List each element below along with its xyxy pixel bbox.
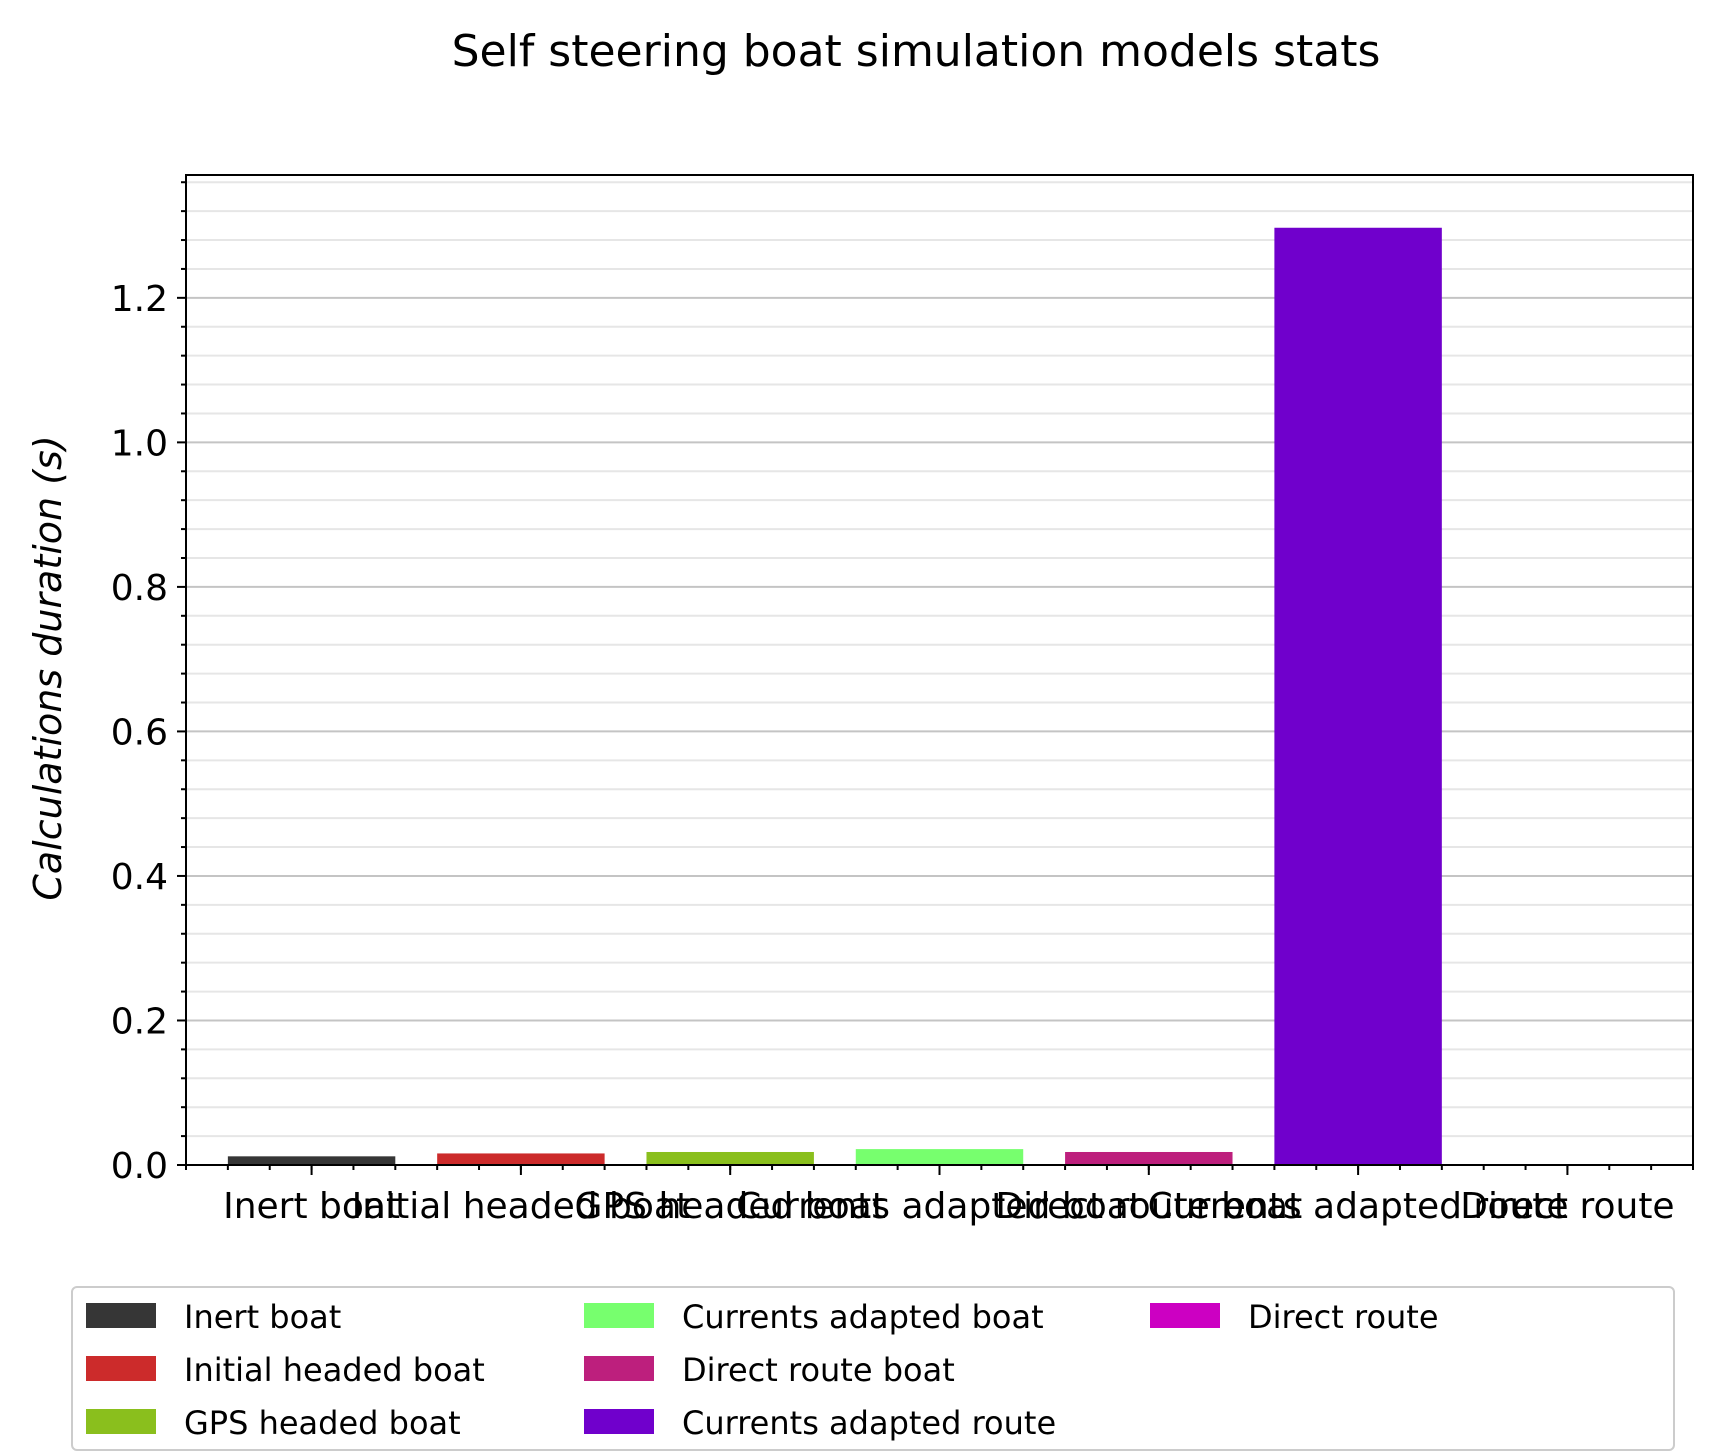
legend-swatch <box>584 1409 654 1434</box>
y-tick-label: 0.2 <box>111 1001 168 1042</box>
y-tick-label: 0.0 <box>111 1146 168 1187</box>
x-tick-label: Direct route <box>1460 1186 1674 1227</box>
legend-swatch <box>86 1303 156 1328</box>
legend-swatch <box>86 1409 156 1434</box>
legend: Inert boat Initial headed boat GPS headed … <box>71 1286 1675 1451</box>
legend-box <box>71 1286 1675 1451</box>
x-tick-label: GPS headed boat <box>575 1186 886 1227</box>
y-tick-label: 0.8 <box>111 568 168 609</box>
y-tick-label: 0.4 <box>111 857 168 898</box>
legend-label: Inert boat <box>184 1298 341 1336</box>
legend-label: GPS headed boat <box>184 1404 461 1442</box>
y-tick-label: 1.2 <box>111 279 168 320</box>
chart-title: Self steering boat simulation models sta… <box>452 26 1381 77</box>
legend-swatch <box>86 1356 156 1381</box>
x-tick-label: Currents adapted route <box>1148 1186 1569 1227</box>
x-tick-label: Direct route boat <box>995 1186 1302 1227</box>
legend-swatch <box>584 1303 654 1328</box>
bar <box>437 1153 605 1165</box>
legend-swatch <box>584 1356 654 1381</box>
x-tick-label: Currents adapted boat <box>736 1186 1143 1227</box>
legend-label: Initial headed boat <box>184 1351 485 1389</box>
legend-label: Currents adapted route <box>682 1404 1056 1442</box>
y-axis-label: Calculations duration (s) <box>26 435 70 900</box>
x-tick-label: Initial headed boat <box>352 1186 690 1227</box>
y-tick-label: 0.6 <box>111 712 168 753</box>
bar <box>1065 1151 1233 1165</box>
legend-swatch <box>1150 1303 1220 1328</box>
bar <box>855 1149 1024 1165</box>
bars <box>227 227 1442 1165</box>
bar <box>1274 227 1442 1165</box>
y-tick-label: 1.0 <box>111 423 168 464</box>
legend-label: Direct route boat <box>682 1351 955 1389</box>
legend-label: Currents adapted boat <box>682 1298 1044 1336</box>
y-axis: 0.0 0.2 0.4 0.6 0.8 1.0 1.2 <box>111 181 186 1187</box>
legend-label: Direct route <box>1248 1298 1439 1336</box>
bar <box>227 1156 396 1165</box>
x-tick-label: Inert boat <box>223 1186 400 1227</box>
bar <box>646 1151 814 1165</box>
